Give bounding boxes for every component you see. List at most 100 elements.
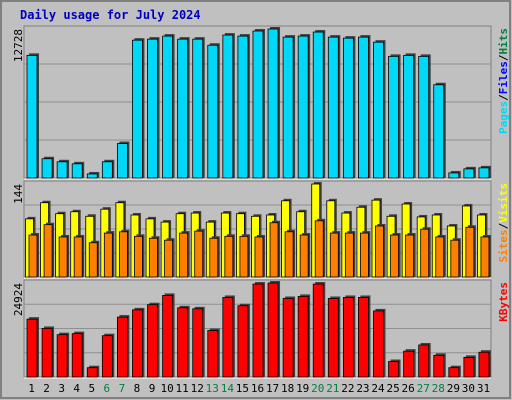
bar (314, 220, 324, 278)
bar (269, 222, 279, 278)
x-tick-label: 6 (104, 382, 111, 395)
chart-title: Daily usage for July 2024 (20, 8, 201, 22)
bar (342, 297, 354, 378)
bar (390, 234, 399, 278)
bar (239, 235, 249, 278)
bar (403, 350, 415, 378)
bar (297, 35, 309, 179)
bar (433, 354, 445, 378)
x-tick-label: 26 (402, 382, 415, 395)
x-tick-label: 16 (251, 382, 264, 395)
bar (41, 328, 53, 378)
bar (58, 236, 68, 278)
bar (375, 225, 384, 278)
bar (388, 361, 399, 378)
bar (86, 173, 98, 179)
legend-entry: Files (497, 61, 510, 94)
bar (284, 231, 294, 278)
bar (237, 35, 249, 179)
x-tick-label: 11 (176, 382, 189, 395)
bar (101, 335, 113, 378)
bar (327, 298, 339, 378)
bar (71, 333, 83, 378)
x-tick-label: 30 (462, 382, 475, 395)
x-tick-label: 21 (326, 382, 339, 395)
bar (179, 232, 189, 278)
bar (237, 305, 249, 378)
x-tick-label: 9 (149, 382, 156, 395)
legend-separator: / (497, 54, 510, 61)
bar (132, 39, 143, 179)
bar (224, 235, 234, 278)
bar (192, 38, 204, 179)
legend-entry: Pages (497, 101, 510, 134)
bar (192, 308, 204, 378)
x-tick-label: 14 (221, 382, 235, 395)
bar (463, 356, 475, 378)
x-tick-label: 5 (88, 382, 95, 395)
bar (177, 38, 189, 179)
bar (267, 282, 279, 378)
bar (312, 283, 324, 378)
bar (254, 236, 264, 278)
bar (344, 232, 354, 278)
y-tick-label: 12728 (12, 29, 25, 62)
x-tick-label: 23 (356, 382, 369, 395)
bar (222, 34, 234, 179)
x-tick-label: 7 (119, 382, 126, 395)
bar (177, 307, 189, 378)
bar (373, 41, 384, 179)
bar (147, 38, 158, 179)
bar (342, 37, 354, 179)
bar (26, 54, 38, 179)
x-tick-label: 27 (417, 382, 430, 395)
bar (116, 316, 128, 378)
bar (403, 54, 415, 179)
bar (480, 236, 490, 278)
legend-separator: / (497, 94, 510, 101)
bar (149, 237, 158, 278)
bar (418, 344, 430, 378)
x-tick-label: 24 (371, 382, 385, 395)
bar (433, 84, 445, 179)
legend: KBytes (497, 282, 510, 322)
legend-separator: / (497, 222, 510, 229)
bar (360, 232, 369, 278)
bar (463, 168, 475, 179)
x-tick-label: 20 (311, 382, 324, 395)
bar (358, 297, 369, 378)
bar (388, 55, 399, 179)
bar (164, 239, 173, 278)
x-tick-label: 22 (341, 382, 354, 395)
bar (26, 318, 38, 378)
x-tick-label: 17 (266, 382, 279, 395)
x-tick-label: 29 (447, 382, 460, 395)
x-tick-label: 4 (73, 382, 80, 395)
y-tick-label: 24924 (12, 283, 25, 316)
legend-entry: Visits (497, 183, 510, 223)
bar (209, 237, 219, 278)
x-tick-label: 13 (206, 382, 219, 395)
bar (101, 161, 113, 179)
x-tick-label: 12 (191, 382, 204, 395)
bar (162, 35, 173, 179)
bar (147, 304, 158, 378)
bar (134, 235, 143, 278)
x-tick-label: 10 (160, 382, 173, 395)
bar (118, 231, 128, 278)
bar (116, 143, 128, 179)
legend-entry: Sites (497, 229, 510, 262)
bar (28, 234, 38, 278)
bar (329, 232, 339, 278)
bar (71, 163, 83, 179)
bar (43, 224, 53, 278)
legend-entry: KBytes (497, 282, 510, 322)
bar (207, 44, 219, 179)
bar (478, 167, 490, 179)
x-tick-label: 2 (43, 382, 50, 395)
x-tick-label: 18 (281, 382, 294, 395)
bar (420, 228, 430, 278)
bar (267, 28, 279, 179)
bar (194, 230, 204, 278)
